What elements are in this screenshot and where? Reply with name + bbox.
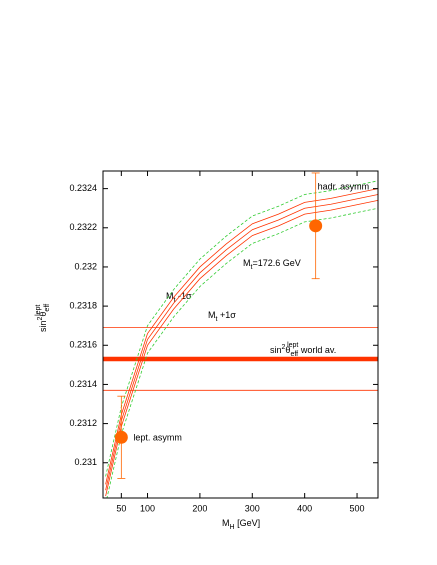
curve [105,199,378,497]
y-tick-label: 0.2324 [69,183,97,193]
y-tick-label: 0.232 [74,261,97,271]
point-label: lept. asymm [133,433,182,443]
x-axis-label: MH [GeV] [222,518,260,530]
x-tick-label: 500 [350,503,365,513]
point-label: hadr. asymm [318,181,370,191]
point [114,430,128,444]
curve [105,188,378,485]
curve [105,180,378,477]
frame [102,170,379,499]
annotation: sin2θefflept world av. [270,342,336,358]
y-tick-label: 0.2318 [69,300,97,310]
y-tick-label: 0.2314 [69,379,97,389]
y-tick-label: 0.2322 [69,222,97,232]
point [309,219,323,233]
plot-area [103,180,378,498]
y-label: sin2θefflept [35,304,51,332]
y-tick-label: 0.2312 [69,418,97,428]
x-tick-label: 100 [140,503,155,513]
y-tick-label: 0.2316 [69,340,97,350]
annotation: Mt=172.6 GeV [243,258,301,270]
x-tick-label: 50 [116,503,126,513]
x-tick-label: 300 [245,503,260,513]
annotation: Mt +1σ [208,310,236,322]
curve [105,194,378,491]
curve [106,207,378,498]
y-tick-label: 0.231 [74,457,97,467]
annotation: Mt -1σ [166,291,192,303]
x-tick-label: 200 [192,503,207,513]
x-tick-label: 400 [297,503,312,513]
x-label: MH [GeV] [222,518,260,530]
